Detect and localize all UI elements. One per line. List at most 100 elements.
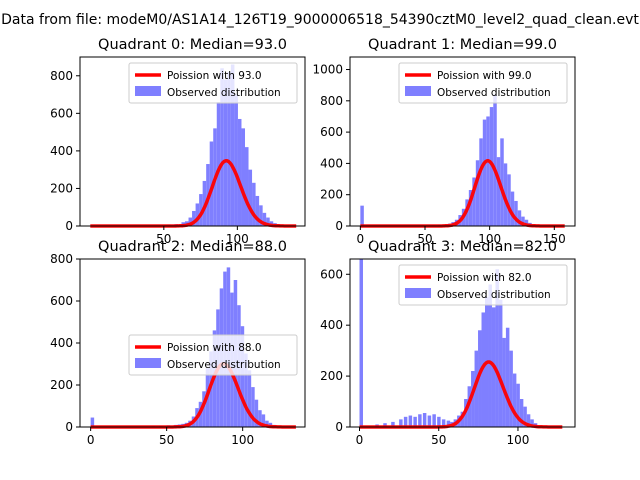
histogram-bar xyxy=(479,138,483,226)
x-tick-label: 0 xyxy=(356,433,364,447)
y-tick-label: 600 xyxy=(320,125,343,139)
legend-bar-swatch xyxy=(405,288,431,298)
histogram-bar xyxy=(478,330,482,427)
histogram-bar xyxy=(359,259,363,427)
histogram-bar xyxy=(265,420,269,427)
histogram-bar xyxy=(223,79,228,227)
panel-quadrant-3: Quadrant 3: Median=82.0 0 50 100 0 200 400 600 P… xyxy=(320,239,576,447)
y-tick-label: 400 xyxy=(50,336,73,350)
panel-title: Quadrant 3: Median=82.0 xyxy=(368,239,557,255)
legend-bar-swatch xyxy=(135,86,161,96)
y-tick-label: 600 xyxy=(50,106,73,120)
y-tick-label: 400 xyxy=(50,144,73,158)
histogram-bar xyxy=(472,177,476,226)
histogram-bar xyxy=(258,410,262,427)
histogram-bar xyxy=(255,195,260,226)
panel-quadrant-0: Quadrant 0: Median=93.0 50 100 0 200 400 600 80… xyxy=(50,37,306,246)
histogram-bar xyxy=(488,284,492,427)
histogram-bar xyxy=(195,203,200,226)
y-tick-label: 0 xyxy=(335,219,343,233)
histogram-bar xyxy=(199,194,203,226)
histogram-bar xyxy=(408,415,413,427)
x-tick-label: 0 xyxy=(357,232,365,246)
panel-title: Quadrant 2: Median=88.0 xyxy=(98,239,287,255)
poisson-curve xyxy=(359,360,563,429)
histogram-bar xyxy=(90,417,95,427)
histogram-bar xyxy=(245,147,249,226)
axes-frame xyxy=(349,258,576,428)
histogram-bar xyxy=(192,210,196,226)
legend-box xyxy=(398,62,568,104)
histogram-bar xyxy=(399,419,403,427)
histogram-bar xyxy=(251,387,255,427)
histogram-bar xyxy=(403,416,408,427)
legend-bar-swatch xyxy=(405,86,431,96)
histogram-bar xyxy=(496,157,501,226)
y-tick-label: 800 xyxy=(50,252,73,266)
histogram-bar xyxy=(493,94,497,226)
histogram-bar xyxy=(188,217,193,226)
y-tick-label: 200 xyxy=(320,188,343,202)
legend-label-poisson: Poission with 99.0 xyxy=(437,70,532,82)
histogram-bar xyxy=(482,119,487,226)
histogram-bar xyxy=(234,94,238,226)
legend-label-observed: Observed distribution xyxy=(167,87,281,99)
y-tick-label: 0 xyxy=(65,420,73,434)
x-tick-label: 100 xyxy=(226,232,249,246)
histogram-bar xyxy=(505,327,510,427)
histogram-bar xyxy=(413,416,417,427)
histogram-bar xyxy=(259,205,263,226)
histogram-bar xyxy=(252,182,256,226)
x-tick-label: 150 xyxy=(543,232,566,246)
histogram-bar xyxy=(237,118,242,226)
legend-box xyxy=(398,264,568,306)
histogram-bar xyxy=(500,138,504,226)
histogram-bar xyxy=(516,383,520,427)
x-tick-label: 0 xyxy=(87,433,95,447)
histogram-bar xyxy=(475,160,480,226)
axes-frame xyxy=(79,56,306,227)
x-tick-label: 50 xyxy=(156,232,171,246)
y-tick-label: 400 xyxy=(320,156,343,170)
y-tick-label: 200 xyxy=(50,378,73,392)
histogram-bar xyxy=(507,174,511,226)
legend-label-observed: Observed distribution xyxy=(167,359,281,371)
x-tick-label: 100 xyxy=(231,433,254,447)
legend-label-observed: Observed distribution xyxy=(437,87,551,99)
histogram-bar xyxy=(474,350,479,427)
histogram-bar xyxy=(240,326,245,427)
histogram-bar xyxy=(446,420,451,427)
histogram-bar xyxy=(230,64,235,226)
histogram-bar xyxy=(202,391,206,427)
histogram-bar xyxy=(526,414,531,427)
x-tick-label: 50 xyxy=(159,433,174,447)
histogram-bar xyxy=(524,219,529,226)
y-tick-label: 800 xyxy=(320,94,343,108)
y-tick-label: 0 xyxy=(335,420,343,434)
histogram-bar xyxy=(422,413,427,427)
histogram-bar xyxy=(521,216,525,226)
y-tick-label: 400 xyxy=(320,318,343,332)
legend: Poission with 99.0 Observed distribution xyxy=(398,62,568,104)
histogram-bar xyxy=(441,419,446,427)
histogram-bar xyxy=(360,205,364,226)
panel-title: Quadrant 1: Median=99.0 xyxy=(368,37,557,53)
y-tick-label: 200 xyxy=(320,369,343,383)
legend-label-poisson: Poission with 93.0 xyxy=(167,70,262,82)
histogram-bar xyxy=(509,350,513,427)
histogram-bar xyxy=(486,116,490,226)
legend-box xyxy=(128,334,298,376)
histogram-bar xyxy=(460,411,465,427)
histogram-bar xyxy=(432,414,436,427)
histogram-bar xyxy=(517,210,522,226)
histogram-bar xyxy=(254,399,259,427)
histogram-bar xyxy=(244,353,248,427)
histogram-bar xyxy=(391,421,395,427)
histogram-bar xyxy=(502,337,506,427)
histogram-bar xyxy=(471,371,475,427)
histogram-bar xyxy=(418,414,422,427)
histogram-bar xyxy=(241,128,245,226)
y-tick-label: 200 xyxy=(50,181,73,195)
y-tick-label: 0 xyxy=(65,219,73,233)
